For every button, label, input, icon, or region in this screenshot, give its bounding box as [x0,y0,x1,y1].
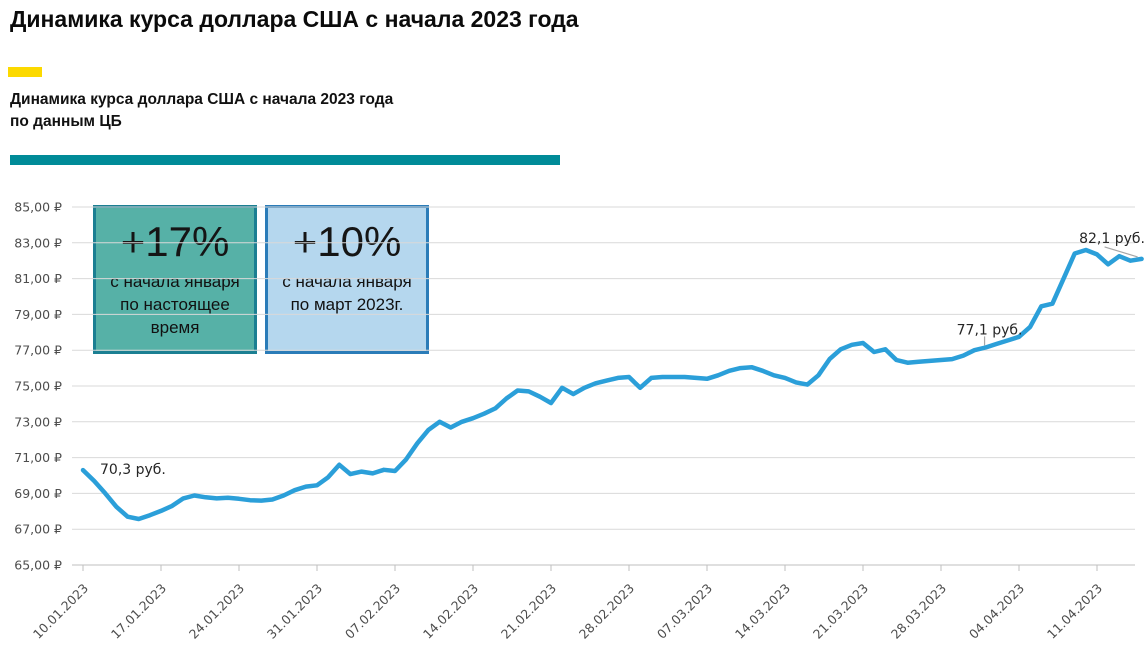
x-tick-label: 10.01.2023 [30,581,91,642]
x-tick-label: 07.02.2023 [342,581,403,642]
callout-growth-since-january: +17% с начала января по настоящее время [93,205,257,354]
y-tick-label: 75,00 ₽ [14,379,62,394]
x-tick-label: 28.02.2023 [576,581,637,642]
chart-subtitle-line1: Динамика курса доллара США с начала 2023… [10,91,394,108]
y-tick-label: 85,00 ₽ [14,200,62,215]
callout-growth-caption: с начала января по март 2023г. [282,272,412,314]
x-tick-label: 28.03.2023 [888,581,949,642]
chart-subtitle: Динамика курса доллара США с начала 2023… [10,89,393,133]
annotation-label: 82,1 руб. [1079,231,1145,247]
y-tick-label: 81,00 ₽ [14,271,62,286]
teal-divider [10,155,560,165]
annotation-leader-line [1104,246,1138,258]
y-tick-label: 83,00 ₽ [14,235,62,250]
x-tick-label: 21.02.2023 [498,581,559,642]
x-tick-label: 14.03.2023 [732,581,793,642]
y-tick-label: 65,00 ₽ [14,558,62,573]
x-tick-label: 14.02.2023 [420,581,481,642]
y-tick-label: 71,00 ₽ [14,450,62,465]
y-tick-label: 73,00 ₽ [14,414,62,429]
y-tick-label: 67,00 ₽ [14,522,62,537]
chart-subtitle-line2: по данным ЦБ [10,113,122,130]
callout-growth-value: +10% [292,218,402,265]
x-tick-label: 21.03.2023 [810,581,871,642]
annotation-label: 70,3 руб. [100,462,166,478]
callout-growth-caption: с начала января по настоящее время [110,272,240,337]
usd-rate-line-chart: 85,00 ₽ 83,00 ₽ 81,00 ₽ 79,00 ₽ 77,00 ₽ 75,00… [14,200,1145,642]
x-tick-label: 11.04.2023 [1044,581,1105,642]
page-title: Динамика курса доллара США с начала 2023… [10,6,579,32]
x-tick-label: 04.04.2023 [966,581,1027,642]
rate-line [80,247,1144,522]
yellow-tag-marker [8,67,42,77]
y-tick-label: 69,00 ₽ [14,486,62,501]
x-tick-label: 24.01.2023 [186,581,247,642]
x-tick-label: 17.01.2023 [108,581,169,642]
annotation-label: 77,1 руб. [957,322,1023,338]
y-tick-label: 79,00 ₽ [14,307,62,322]
x-tick-label: 31.01.2023 [264,581,325,642]
x-tick-label: 07.03.2023 [654,581,715,642]
y-tick-label: 77,00 ₽ [14,343,62,358]
callout-growth-to-march: +10% с начала января по март 2023г. [265,205,429,354]
callout-growth-value: +17% [120,218,230,265]
